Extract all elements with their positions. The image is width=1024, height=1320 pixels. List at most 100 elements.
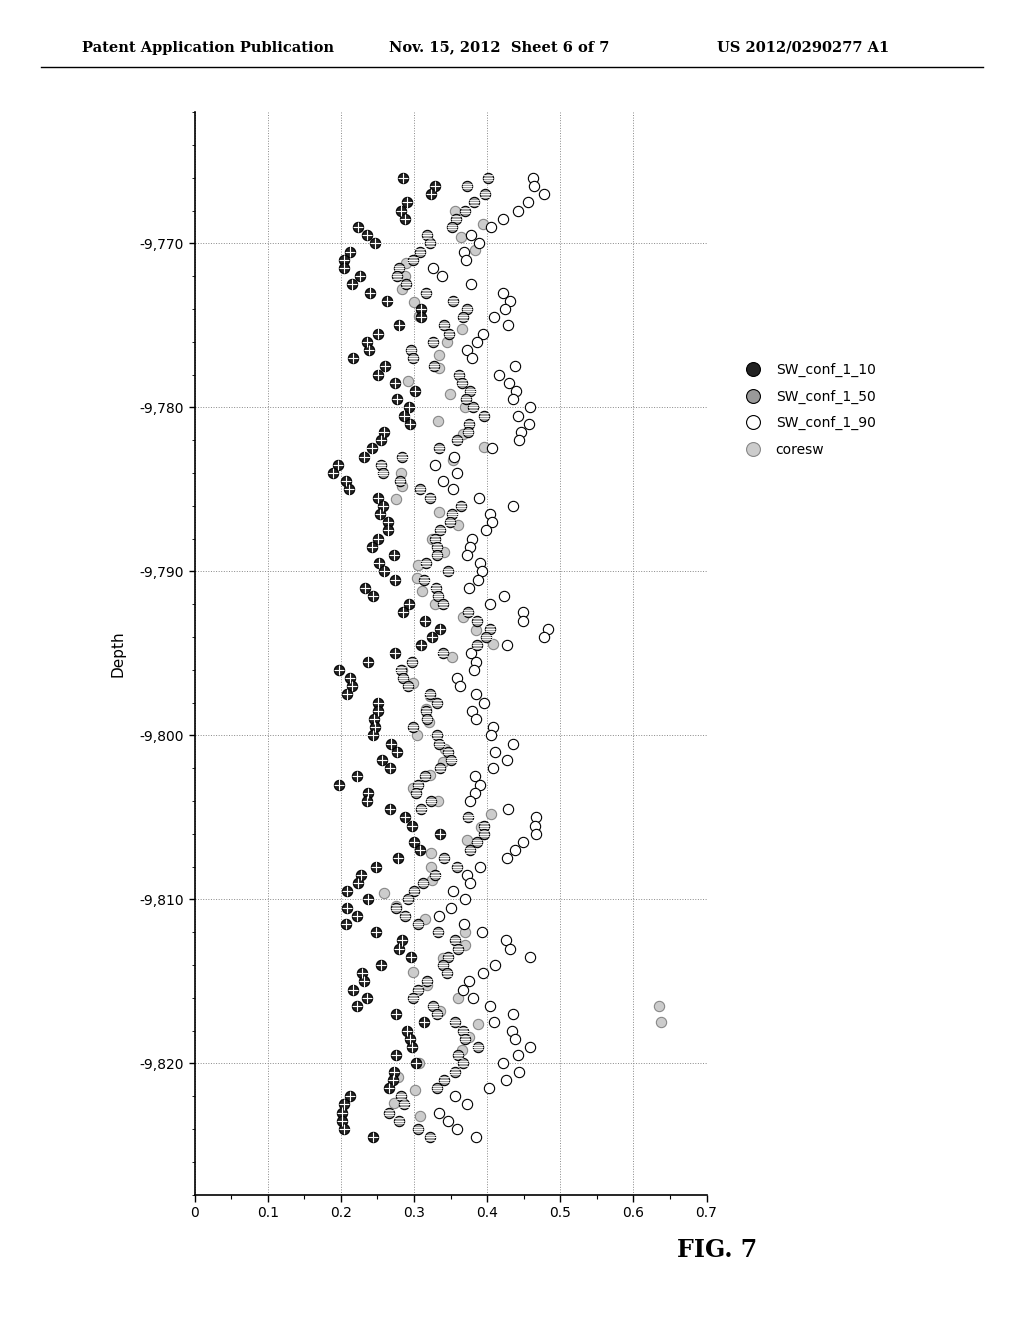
Point [463, 224, 479, 246]
Point [465, 987, 481, 1008]
Point [482, 618, 499, 639]
Point [422, 232, 438, 253]
Point [419, 970, 435, 991]
Point [370, 487, 386, 508]
Point [486, 1012, 503, 1034]
Point [524, 168, 541, 189]
Point [465, 397, 481, 418]
Point [423, 843, 439, 865]
Point [450, 429, 466, 450]
Point [537, 183, 553, 205]
Point [500, 847, 516, 869]
Point [394, 659, 411, 680]
Point [439, 1110, 456, 1131]
Point [403, 651, 420, 672]
Point [483, 725, 500, 746]
Point [428, 725, 444, 746]
Point [439, 331, 456, 352]
Point [462, 380, 478, 401]
Point [429, 1003, 445, 1024]
Point [401, 413, 418, 434]
Point [482, 804, 499, 825]
Point [370, 323, 386, 345]
Point [342, 1085, 358, 1106]
Point [502, 290, 518, 312]
Text: US 2012/0290277 A1: US 2012/0290277 A1 [717, 41, 889, 54]
Point [412, 1105, 428, 1126]
Point [450, 515, 466, 536]
Point [439, 946, 456, 968]
Point [336, 1118, 352, 1139]
Point [430, 586, 446, 607]
Point [394, 668, 411, 689]
Point [331, 774, 347, 795]
Point [389, 265, 406, 286]
Point [467, 766, 483, 787]
Point [500, 799, 516, 820]
Point [455, 424, 471, 445]
Point [401, 594, 418, 615]
Point [425, 995, 441, 1016]
Point [507, 840, 523, 861]
Point [418, 698, 434, 719]
Point [371, 553, 387, 574]
Point [510, 201, 526, 222]
Point [359, 224, 376, 246]
Point [375, 495, 391, 516]
Point [360, 888, 377, 909]
Point [462, 791, 478, 812]
Point [414, 581, 430, 602]
Point [422, 684, 438, 705]
Point [408, 783, 424, 804]
Point [455, 979, 471, 1001]
Point [359, 987, 376, 1008]
Point [349, 766, 366, 787]
Point [396, 807, 413, 828]
Point [368, 232, 384, 253]
Point [403, 339, 420, 360]
Point [349, 906, 366, 927]
Point [390, 1067, 407, 1088]
Point [439, 561, 456, 582]
Point [407, 380, 423, 401]
Point [331, 659, 347, 680]
Point [396, 405, 413, 426]
Point [424, 627, 440, 648]
Point [513, 421, 529, 442]
Point [468, 651, 484, 672]
Point [434, 643, 451, 664]
Point [404, 347, 421, 368]
Point [422, 487, 438, 508]
Point [380, 512, 396, 533]
Point [514, 602, 530, 623]
Point [469, 832, 485, 853]
Point [394, 168, 411, 189]
Point [410, 774, 426, 795]
Point [432, 1001, 449, 1022]
Point [381, 1102, 397, 1123]
Point [436, 847, 453, 869]
Point [444, 503, 461, 524]
Point [406, 961, 422, 982]
Point [468, 331, 484, 352]
Point [417, 766, 433, 787]
Point [341, 242, 357, 263]
Point [386, 1061, 402, 1082]
Point [437, 738, 454, 759]
Point [459, 176, 475, 197]
Point [446, 1061, 463, 1082]
Point [412, 305, 428, 326]
Point [431, 520, 447, 541]
Point [427, 176, 443, 197]
Point [431, 906, 447, 927]
Point [366, 709, 382, 730]
Point [425, 331, 441, 352]
Point [480, 168, 497, 189]
Point [410, 1118, 426, 1139]
Point [458, 249, 474, 271]
Point [386, 643, 402, 664]
Point [413, 298, 429, 319]
Point [434, 751, 451, 772]
Point [342, 668, 358, 689]
Point [399, 191, 416, 213]
